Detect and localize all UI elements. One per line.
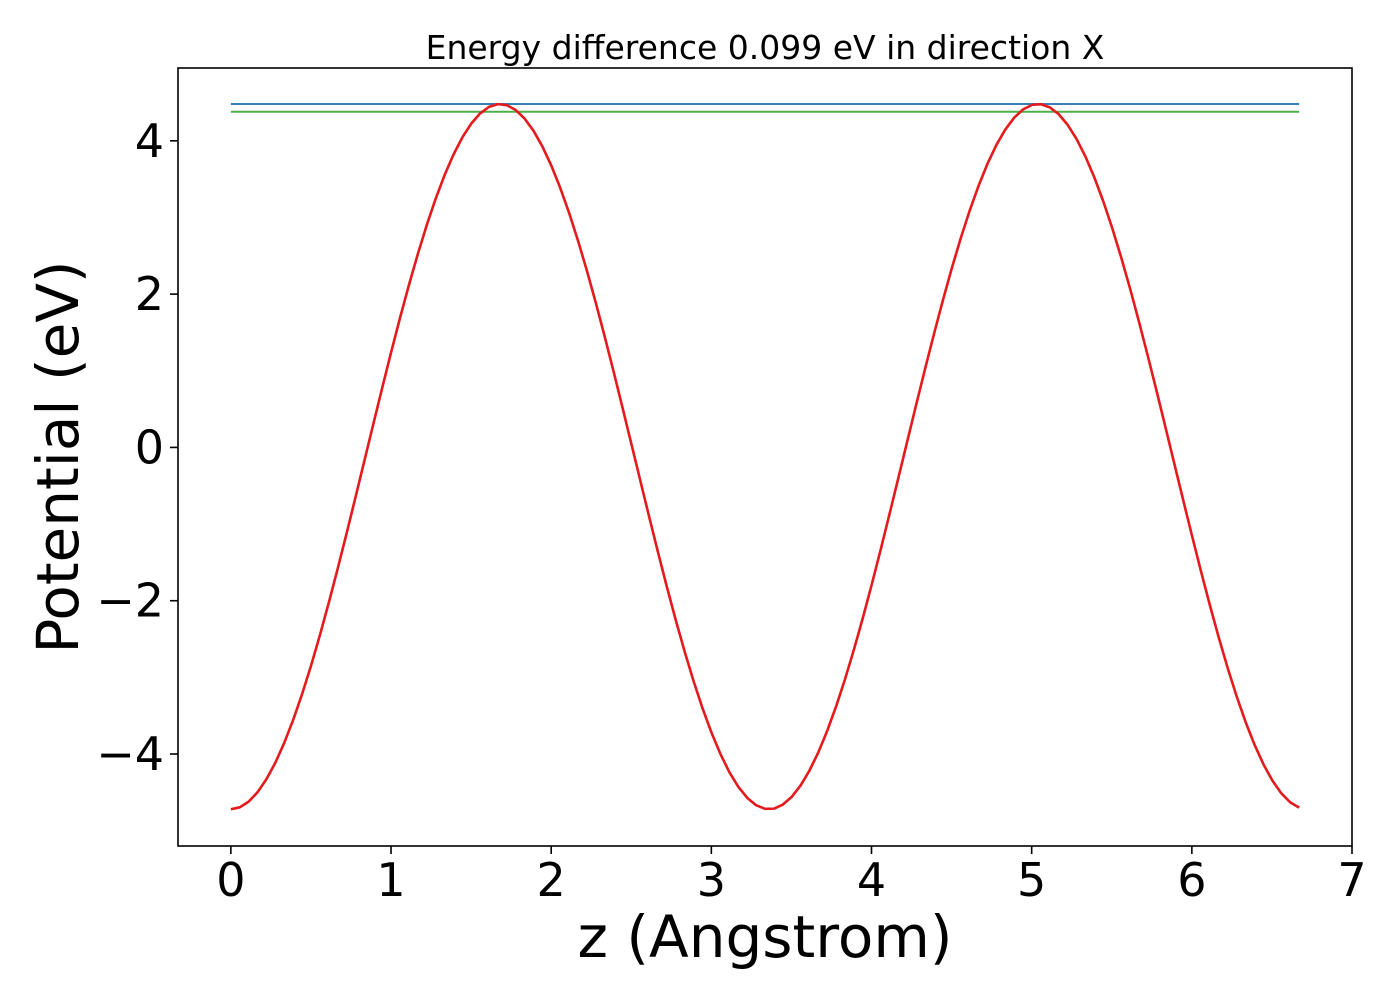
y-axis-label: Potential (eV): [24, 260, 92, 653]
plot-area: [177, 67, 1353, 847]
series-group: [230, 102, 1300, 811]
y-tick-label: 2: [135, 267, 164, 321]
y-tick-label: −2: [96, 574, 164, 628]
x-tick-label: 6: [1177, 853, 1206, 907]
y-tick-label: 0: [135, 420, 164, 474]
x-tick-label: 0: [216, 853, 245, 907]
y-axis-ticks: −4 −2 0 2 4: [96, 114, 178, 781]
x-tick-label: 3: [697, 853, 726, 907]
x-tick-label: 2: [537, 853, 566, 907]
axes-frame: [177, 67, 1353, 847]
x-axis-ticks: 0 1 2 3 4 5 6 7: [216, 846, 1367, 907]
potential-curve: [230, 102, 1300, 811]
y-tick-label: −4: [96, 727, 164, 781]
chart-title: Energy difference 0.099 eV in direction …: [426, 28, 1105, 67]
y-tick-label: 4: [135, 114, 164, 168]
x-tick-label: 7: [1337, 853, 1366, 907]
x-tick-label: 1: [376, 853, 405, 907]
x-tick-label: 4: [857, 853, 886, 907]
x-axis-label: z (Angstrom): [578, 903, 953, 971]
x-tick-label: 5: [1017, 853, 1046, 907]
